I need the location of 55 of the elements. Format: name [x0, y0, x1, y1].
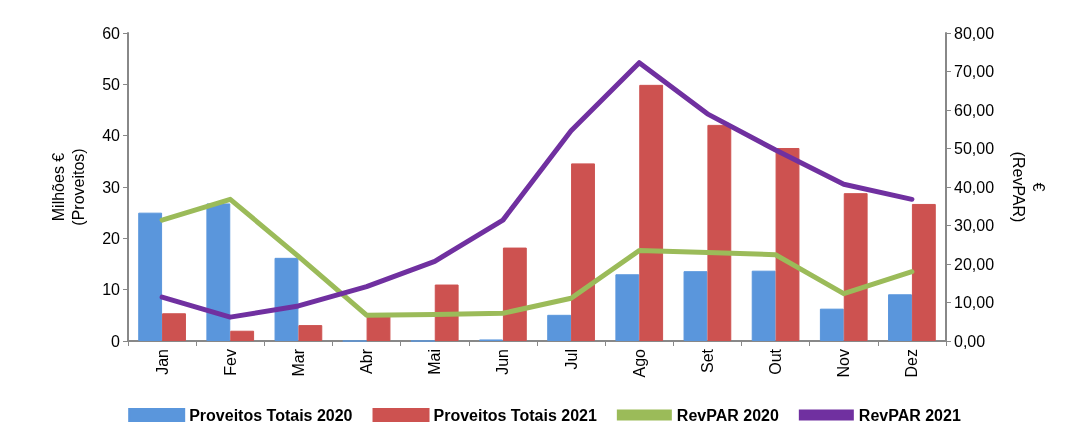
bar [502, 247, 527, 341]
y2-tick-label: 40,00 [954, 178, 995, 196]
x-tick-label: Jun [494, 349, 512, 375]
y-axis-title: Milhões € (Proveitos) [49, 148, 87, 226]
y2-tick-label: 0,00 [954, 332, 986, 350]
y2-tick-label: 10,00 [954, 294, 995, 311]
x-tick-label: Out [767, 348, 785, 375]
bar [206, 203, 231, 341]
y-tick-label: 50 [102, 75, 121, 93]
y-tick-label: 40 [102, 127, 121, 145]
bar [434, 284, 459, 341]
y2-axis-title: € (RevPAR) [1009, 151, 1047, 223]
bar [230, 330, 255, 341]
legend-label: Proveitos Totais 2021 [433, 406, 597, 424]
bar [819, 308, 844, 341]
x-tick-label: Nov [835, 349, 853, 378]
legend-label: RevPAR 2020 [676, 406, 779, 424]
bar [298, 325, 323, 341]
y-tick-label: 60 [102, 24, 121, 42]
bar [615, 274, 640, 341]
bar [707, 124, 732, 341]
bar [888, 294, 912, 341]
bar [843, 193, 868, 341]
y-tick-label: 20 [102, 229, 121, 247]
bar [274, 257, 299, 341]
y2-tick-label: 30,00 [954, 217, 995, 234]
x-tick-label: Abr [358, 348, 376, 374]
bar [639, 84, 664, 341]
bar [911, 203, 936, 341]
bar [571, 163, 595, 341]
y2-tick-label: 20,00 [954, 255, 995, 273]
x-tick-label: Mai [426, 349, 444, 375]
y2-tick-label: 70,00 [954, 63, 995, 80]
bar [683, 271, 708, 341]
y2-tick-label: 60,00 [954, 101, 995, 119]
y-tick-label: 0 [111, 332, 121, 350]
y2-tick-label: 80,00 [954, 24, 995, 42]
bar [138, 212, 163, 341]
x-tick-label: Ago [630, 348, 648, 378]
x-tick-label: Jan [153, 349, 171, 375]
bar [547, 314, 572, 341]
x-tick-label: Jul [562, 349, 580, 370]
y-tick-label: 30 [102, 178, 121, 196]
x-tick-label: Set [698, 348, 716, 374]
y2-tick-label: 50,00 [954, 140, 995, 157]
x-tick-label: Dez [903, 349, 921, 378]
legend-label: RevPAR 2021 [858, 406, 961, 424]
y-tick-label: 10 [102, 281, 121, 299]
x-tick-label: Fev [221, 349, 239, 376]
bar [751, 270, 776, 341]
x-tick-label: Mar [289, 348, 307, 377]
bar [775, 147, 800, 341]
bar [366, 315, 391, 341]
bar [162, 313, 186, 341]
legend-label: Proveitos Totais 2020 [189, 406, 353, 424]
